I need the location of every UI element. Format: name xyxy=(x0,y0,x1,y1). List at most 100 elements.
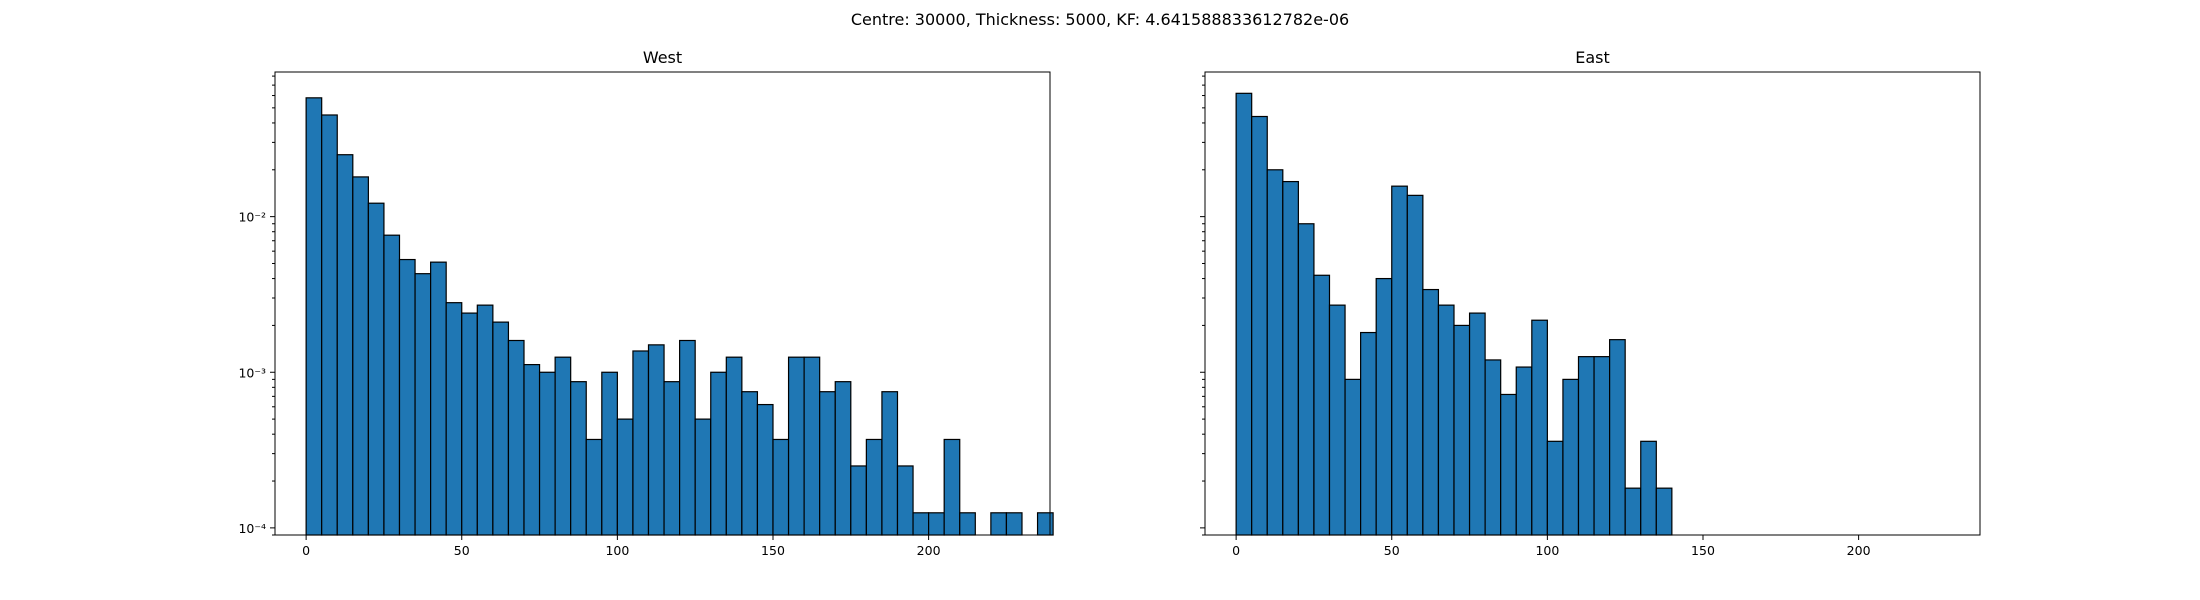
east-bar xyxy=(1328,304,1346,536)
east-y-axis xyxy=(1200,75,1205,536)
west-plot-frame xyxy=(274,71,1051,536)
east-bar xyxy=(1282,180,1299,536)
west-bar xyxy=(819,391,836,536)
west-bar xyxy=(336,154,354,536)
west-bar xyxy=(647,344,665,536)
west-bar xyxy=(321,114,338,536)
west-x-tick-label: 0 xyxy=(302,543,310,558)
west-bar xyxy=(352,176,369,536)
west-bar xyxy=(896,465,914,536)
east-bar xyxy=(1609,339,1626,536)
west-bar xyxy=(663,381,681,536)
east-x-axis: 0 50 100 150 200 xyxy=(1232,535,1871,558)
east-bar xyxy=(1391,185,1408,536)
west-bar xyxy=(414,273,432,536)
west-bar xyxy=(538,371,556,536)
west-bar xyxy=(383,234,401,536)
west-bar xyxy=(461,312,478,536)
west-bar xyxy=(959,512,976,536)
west-x-tick-label: 100 xyxy=(605,543,629,558)
west-bar xyxy=(772,438,790,536)
west-bar xyxy=(943,438,961,536)
east-bar xyxy=(1593,356,1611,536)
west-bar xyxy=(694,418,712,536)
west-bar xyxy=(601,371,618,536)
west-bar xyxy=(912,512,930,536)
west-bar xyxy=(476,304,494,536)
east-bar xyxy=(1640,440,1657,536)
east-bar xyxy=(1375,277,1393,536)
west-bar xyxy=(570,381,587,536)
west-bar xyxy=(585,438,603,536)
west-bar xyxy=(367,202,385,536)
west-bar xyxy=(398,258,416,536)
east-bar xyxy=(1453,324,1471,536)
east-bar xyxy=(1624,487,1642,536)
east-bar xyxy=(1468,312,1486,536)
east-bar xyxy=(1360,331,1377,536)
east-bar xyxy=(1235,92,1253,536)
west-bars xyxy=(305,97,1054,536)
east-x-tick-label: 200 xyxy=(1847,543,1871,558)
east-plot-frame xyxy=(1204,71,1981,536)
east-histogram-panel: East 0 50 100 150 200 xyxy=(1200,48,1981,558)
west-y-tick-label: 10⁻³ xyxy=(238,365,266,380)
east-bar xyxy=(1313,274,1331,536)
east-bar xyxy=(1422,288,1440,536)
west-bar xyxy=(507,339,525,536)
west-bar xyxy=(430,261,447,536)
east-bar xyxy=(1266,169,1284,536)
figure-title: Centre: 30000, Thickness: 5000, KF: 4.64… xyxy=(851,10,1349,29)
west-bar xyxy=(679,339,696,536)
west-bar xyxy=(1005,512,1023,536)
west-bar xyxy=(865,438,883,536)
east-bar xyxy=(1577,356,1595,536)
east-bar xyxy=(1562,378,1580,536)
west-bar xyxy=(928,512,945,536)
west-bar xyxy=(850,465,867,536)
west-x-tick-label: 50 xyxy=(454,543,470,558)
east-bar xyxy=(1484,359,1502,536)
west-bar xyxy=(492,321,510,536)
west-bar xyxy=(1036,512,1054,536)
east-bars xyxy=(1235,92,1673,536)
west-y-tick-label: 10⁻² xyxy=(238,210,266,225)
east-panel-title: East xyxy=(1575,48,1610,67)
west-bar xyxy=(990,512,1008,536)
east-bar xyxy=(1437,304,1455,536)
east-x-tick-label: 100 xyxy=(1535,543,1559,558)
west-x-tick-label: 200 xyxy=(917,543,941,558)
east-bar xyxy=(1297,223,1315,536)
west-bar xyxy=(725,356,743,536)
east-x-tick-label: 150 xyxy=(1691,543,1715,558)
west-bar xyxy=(741,391,759,536)
east-bar xyxy=(1546,440,1564,536)
east-bar xyxy=(1515,366,1533,536)
west-bar xyxy=(554,356,572,536)
west-bar xyxy=(803,356,821,536)
west-histogram-panel: West 0 50 100 150 200 10⁻⁴ 10⁻³ 10⁻² xyxy=(238,48,1054,558)
west-x-axis: 0 50 100 150 200 xyxy=(302,535,941,558)
west-bar xyxy=(710,371,727,536)
east-bar xyxy=(1531,319,1548,536)
east-bar xyxy=(1344,378,1362,536)
east-bar xyxy=(1655,487,1673,536)
west-bar xyxy=(787,356,805,536)
west-bar xyxy=(616,418,634,536)
west-panel-title: West xyxy=(643,48,682,67)
west-x-tick-label: 150 xyxy=(761,543,785,558)
west-bar xyxy=(834,381,852,536)
west-bar xyxy=(881,391,899,536)
west-y-axis: 10⁻⁴ 10⁻³ 10⁻² xyxy=(238,75,275,536)
west-bar xyxy=(305,97,323,536)
east-bar xyxy=(1500,393,1517,536)
west-bar xyxy=(445,302,463,536)
west-bar xyxy=(756,403,774,536)
west-y-tick-label: 10⁻⁴ xyxy=(238,521,266,536)
west-bar xyxy=(523,363,541,536)
west-bar xyxy=(632,350,650,536)
east-x-tick-label: 50 xyxy=(1384,543,1400,558)
east-bar xyxy=(1406,194,1424,536)
east-x-tick-label: 0 xyxy=(1232,543,1240,558)
